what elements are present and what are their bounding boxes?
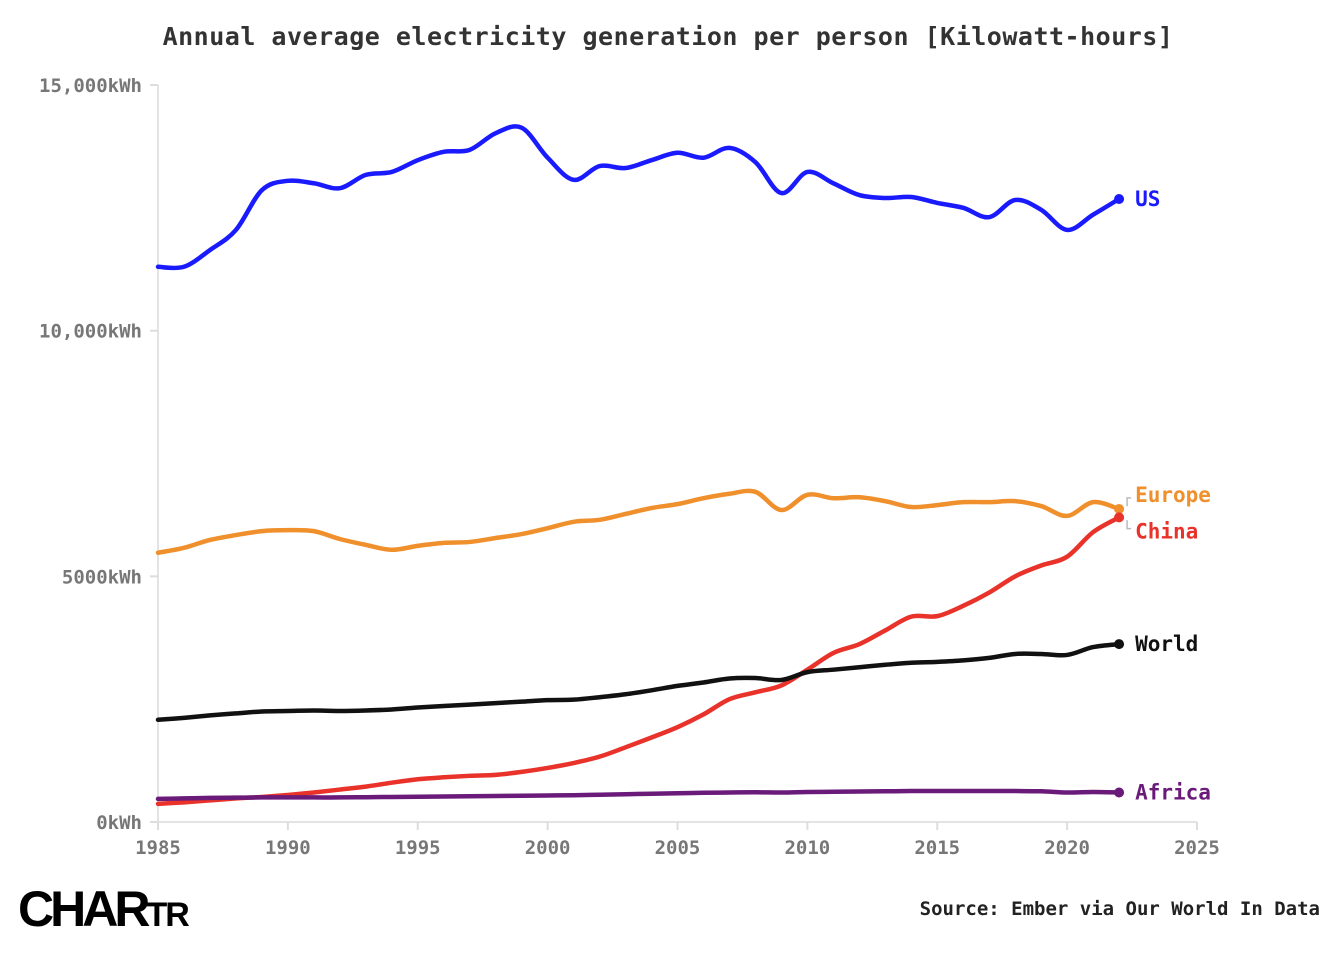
x-tick-label: 1985 — [135, 837, 181, 859]
end-point-world — [1114, 639, 1125, 650]
end-point-africa — [1114, 787, 1125, 798]
x-tick-label: 2010 — [784, 837, 830, 859]
end-point-china — [1114, 512, 1125, 523]
label-connector — [1126, 520, 1132, 530]
end-point-europe — [1114, 504, 1125, 515]
series-label-us: US — [1135, 187, 1160, 211]
series-line-china — [155, 515, 1122, 807]
x-tick-label: 1990 — [265, 837, 311, 859]
series-line-us — [155, 124, 1122, 271]
label-connector — [1126, 497, 1132, 507]
chart-subtitle: Annual average electricity generation pe… — [162, 22, 1174, 51]
end-point-us — [1114, 193, 1125, 204]
series-label-africa: Africa — [1135, 781, 1211, 805]
y-tick-label: 10,000kWh — [39, 321, 142, 343]
series-label-world: World — [1135, 632, 1198, 656]
y-tick-label: 5000kWh — [62, 566, 142, 588]
series-label-europe: Europe — [1135, 483, 1211, 507]
series-label-china: China — [1135, 519, 1198, 543]
series-line-world — [155, 641, 1122, 723]
chartr-logo: CHARTR — [18, 881, 190, 937]
y-tick-label: 0kWh — [96, 812, 142, 834]
series-line-europe — [155, 488, 1122, 555]
x-tick-label: 2025 — [1174, 837, 1220, 859]
x-tick-label: 1995 — [395, 837, 441, 859]
y-tick-label: 15,000kWh — [39, 75, 142, 97]
x-tick-label: 2020 — [1044, 837, 1090, 859]
x-tick-label: 2000 — [525, 837, 571, 859]
x-tick-label: 2015 — [914, 837, 960, 859]
source-note: Source: Ember via Our World In Data — [919, 898, 1320, 920]
series-line-africa — [155, 788, 1122, 802]
x-tick-label: 2005 — [655, 837, 701, 859]
